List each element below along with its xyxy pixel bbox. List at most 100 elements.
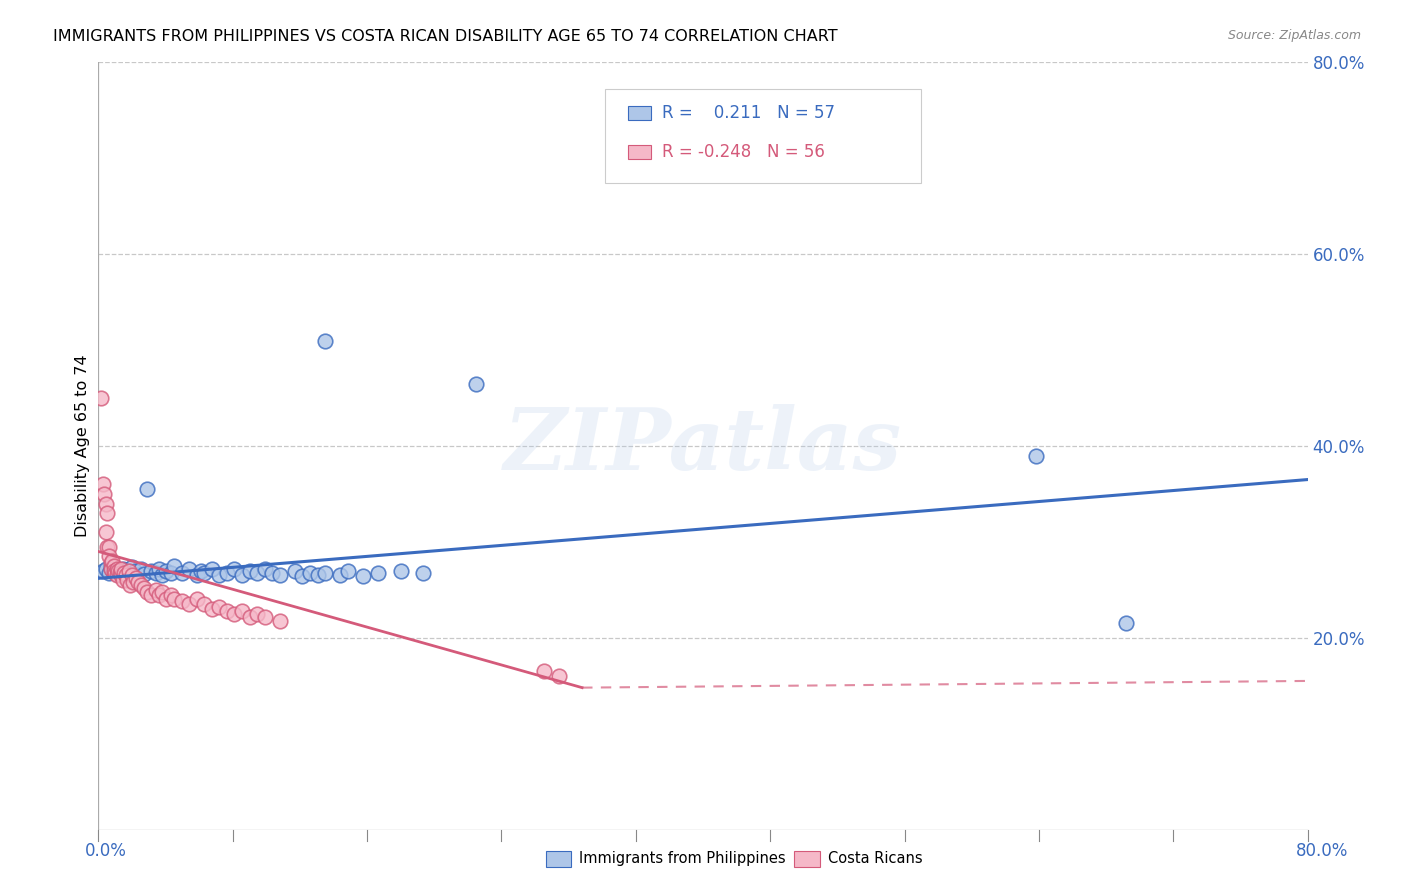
Point xyxy=(150,568,173,582)
Point xyxy=(114,568,136,582)
Point xyxy=(98,540,121,554)
Point xyxy=(1024,449,1046,463)
Text: IMMIGRANTS FROM PHILIPPINES VS COSTA RICAN DISABILITY AGE 65 TO 74 CORRELATION C: IMMIGRANTS FROM PHILIPPINES VS COSTA RIC… xyxy=(53,29,838,44)
Point xyxy=(291,569,314,583)
Point xyxy=(533,665,555,679)
Point xyxy=(141,564,163,578)
Point xyxy=(179,597,201,611)
Point xyxy=(307,568,329,582)
Point xyxy=(96,540,118,554)
Point xyxy=(253,562,276,576)
Point xyxy=(190,564,212,578)
Point xyxy=(239,564,262,578)
Point xyxy=(122,575,145,590)
Point xyxy=(253,609,276,624)
Point xyxy=(548,669,571,683)
Point xyxy=(132,567,155,582)
Point xyxy=(98,549,121,564)
Point xyxy=(224,607,246,621)
Point xyxy=(107,564,129,578)
Point xyxy=(170,566,193,580)
Text: Costa Ricans: Costa Ricans xyxy=(828,852,922,866)
Point xyxy=(105,567,128,582)
Point xyxy=(100,559,122,574)
Point xyxy=(103,558,125,573)
Text: Immigrants from Philippines: Immigrants from Philippines xyxy=(579,852,786,866)
Point xyxy=(103,564,125,578)
Point xyxy=(121,568,143,582)
Point xyxy=(124,564,146,578)
Point xyxy=(224,562,246,576)
Point xyxy=(148,562,170,576)
Point xyxy=(186,568,208,582)
Point xyxy=(465,376,488,391)
Point xyxy=(135,482,157,496)
Point xyxy=(389,564,412,578)
Point xyxy=(193,566,215,580)
Point xyxy=(135,584,157,599)
Point xyxy=(329,568,352,582)
Point xyxy=(110,566,132,580)
Point xyxy=(120,578,142,592)
Point xyxy=(112,568,135,582)
Point xyxy=(111,574,134,588)
Point xyxy=(105,562,128,576)
Point xyxy=(98,566,121,580)
Point xyxy=(186,592,208,607)
Point xyxy=(125,571,148,585)
Point xyxy=(121,559,143,574)
Point xyxy=(145,582,167,597)
Point xyxy=(284,564,307,578)
Point xyxy=(155,592,177,607)
Point xyxy=(103,565,125,579)
Point xyxy=(105,568,128,582)
Point xyxy=(118,566,141,581)
Point xyxy=(336,564,359,578)
Point xyxy=(160,566,183,580)
Point xyxy=(110,562,132,576)
Text: R =    0.211   N = 57: R = 0.211 N = 57 xyxy=(662,104,835,122)
Point xyxy=(141,588,163,602)
Point xyxy=(114,563,136,577)
Point xyxy=(148,588,170,602)
Point xyxy=(112,566,135,580)
Point xyxy=(231,568,253,582)
Point xyxy=(91,477,114,491)
Point xyxy=(163,592,186,607)
Point xyxy=(1115,616,1137,631)
Y-axis label: Disability Age 65 to 74: Disability Age 65 to 74 xyxy=(75,355,90,537)
Point xyxy=(269,568,291,582)
Point xyxy=(352,569,374,583)
Point xyxy=(91,564,114,578)
Point xyxy=(231,604,253,618)
Text: Source: ZipAtlas.com: Source: ZipAtlas.com xyxy=(1227,29,1361,42)
Point xyxy=(108,566,131,580)
Point xyxy=(314,334,336,348)
Text: 0.0%: 0.0% xyxy=(84,842,127,860)
Point xyxy=(155,564,177,578)
Point xyxy=(96,506,118,520)
Text: 80.0%: 80.0% xyxy=(1295,842,1348,860)
Point xyxy=(215,566,238,580)
Point xyxy=(150,584,173,599)
Point xyxy=(94,496,117,510)
Point xyxy=(412,566,434,580)
Point xyxy=(208,600,231,615)
Point xyxy=(193,597,215,611)
Point xyxy=(208,568,231,582)
Point xyxy=(201,602,224,616)
Point xyxy=(269,614,291,628)
Point xyxy=(127,575,149,590)
Point xyxy=(93,487,115,501)
Point xyxy=(299,566,322,580)
Point xyxy=(179,562,201,576)
Point xyxy=(100,562,122,576)
Point xyxy=(163,558,186,573)
Point xyxy=(118,564,141,578)
Point xyxy=(367,566,389,580)
Point xyxy=(239,609,262,624)
Point xyxy=(94,562,117,576)
Point xyxy=(111,562,134,576)
Point xyxy=(129,562,152,576)
Point xyxy=(101,563,124,577)
